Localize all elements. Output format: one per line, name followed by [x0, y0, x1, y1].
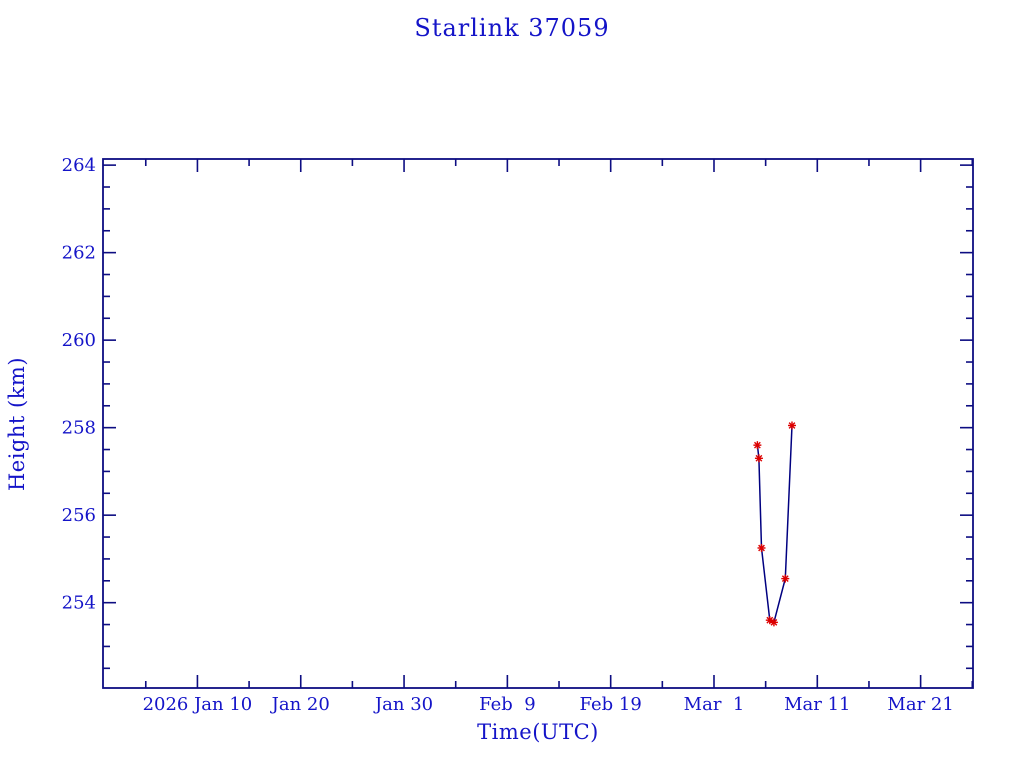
x-tick-label: Mar 11 [784, 694, 850, 715]
y-tick-label: 264 [62, 155, 96, 176]
marker-arm [753, 441, 761, 449]
x-tick-label: Mar 1 [684, 694, 745, 715]
data-series [753, 421, 796, 627]
x-axis-label: Time(UTC) [477, 720, 599, 744]
data-marker-asterisk [787, 421, 796, 430]
data-line [756, 425, 793, 624]
data-marker-asterisk [753, 441, 762, 450]
y-tick-label: 254 [62, 593, 96, 614]
x-axis-ticks [144, 159, 974, 688]
plot-frame [102, 158, 974, 689]
chart-title: Starlink 37059 [414, 14, 610, 42]
y-tick-label: 256 [62, 505, 96, 526]
marker-arm [788, 422, 796, 429]
marker-arm [781, 575, 789, 583]
marker-arm [766, 616, 774, 624]
x-tick-label: Feb 19 [580, 694, 642, 715]
marker-arm [770, 618, 778, 626]
marker-arm [755, 454, 763, 462]
x-tick-label: Jan 20 [270, 694, 330, 715]
y-tick-label: 262 [62, 243, 96, 264]
y-axis-label: Height (km) [5, 356, 29, 492]
y-tick-label: 260 [62, 330, 96, 351]
data-marker-asterisk [769, 618, 778, 627]
y-axis-ticks [103, 164, 973, 670]
x-axis-tick-labels: 2026 Jan 10 Jan 20 Jan 30 Feb 9 Feb 19 Mar 1 M… [143, 694, 954, 715]
data-marker-asterisk [781, 574, 790, 583]
data-marker-asterisk [754, 454, 763, 463]
y-axis-tick-labels: 254 256 258 260 262 264 [62, 155, 96, 614]
marker-arm [758, 544, 765, 552]
x-tick-label: 2026 Jan 10 [143, 694, 253, 715]
x-tick-label: Mar 21 [887, 694, 953, 715]
data-marker-asterisk [757, 543, 766, 552]
x-tick-label: Feb 9 [479, 694, 536, 715]
y-tick-label: 258 [62, 418, 96, 439]
x-tick-label: Jan 30 [373, 694, 433, 715]
